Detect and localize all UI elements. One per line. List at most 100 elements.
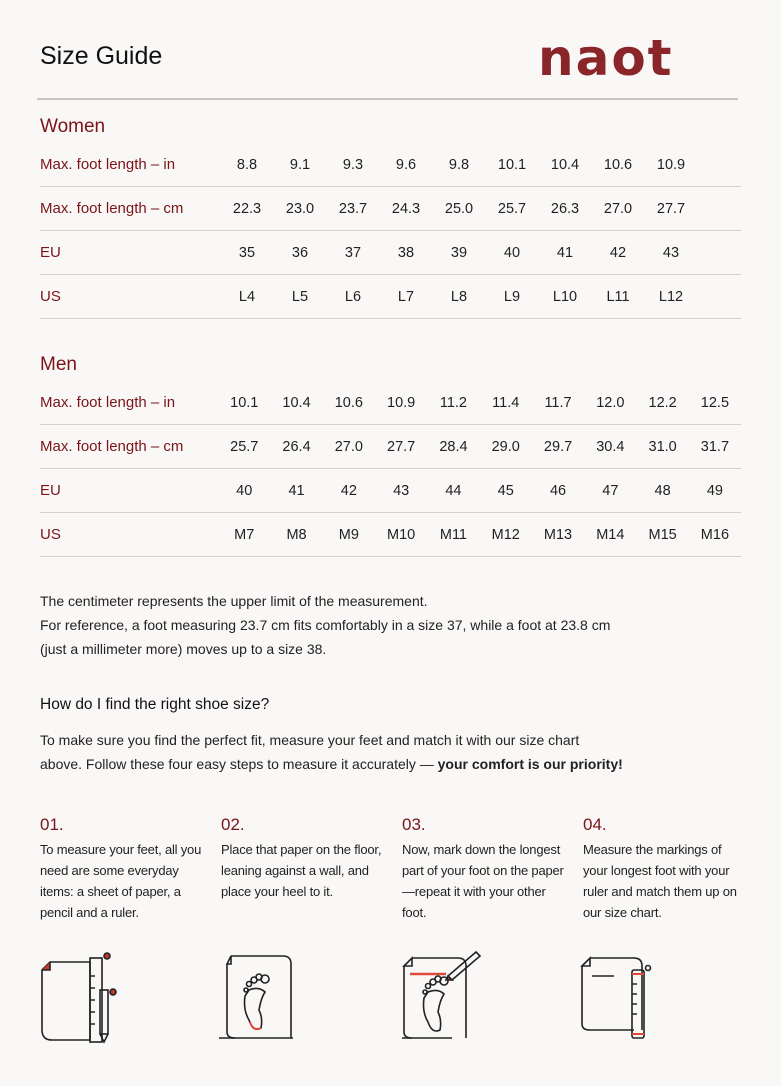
size-cell: 37 (344, 244, 362, 261)
measure-with-ruler-icon (580, 956, 652, 1039)
size-cell: 12.0 (596, 394, 625, 411)
divider (37, 98, 738, 100)
size-cell: M13 (543, 526, 573, 543)
size-cell: 10.4 (282, 394, 311, 411)
size-cell: 27.0 (603, 200, 633, 217)
size-cell: L9 (503, 288, 521, 305)
size-row: Max. foot length – cm 22.3 23.0 23.7 24.3 25.… (40, 187, 741, 231)
size-cell: M14 (596, 526, 625, 543)
intro-line: above. Follow these four easy steps to m… (40, 756, 438, 772)
size-cell: 42 (609, 244, 627, 261)
size-cell: 9.8 (448, 156, 470, 173)
step-text: To measure your feet, all you need are s… (40, 842, 202, 920)
size-cell: 11.7 (544, 394, 572, 411)
size-row: US L4 L5 L6 L7 L8 L9 L10 L11 L12 (40, 275, 741, 319)
size-cell: 9.1 (289, 156, 311, 173)
size-cell: 24.3 (391, 200, 421, 217)
size-cell: 10.9 (387, 394, 416, 411)
how-intro: To make sure you find the perfect fit, m… (40, 728, 623, 776)
size-row: EU 40 41 42 43 44 45 46 47 48 49 (40, 469, 741, 513)
note-line: (just a millimeter more) moves up to a s… (40, 641, 327, 657)
size-cell: 23.7 (338, 200, 368, 217)
size-cell: 10.1 (230, 394, 259, 411)
size-cell: 10.6 (603, 156, 633, 173)
size-cell: 29.0 (491, 438, 520, 455)
size-cell: 48 (654, 482, 671, 499)
size-cell: 10.4 (550, 156, 580, 173)
step-number: 02. (221, 815, 245, 834)
row-label: Max. foot length – in (40, 394, 176, 411)
size-cell: M7 (234, 526, 255, 543)
size-cell: 43 (662, 244, 680, 261)
size-cell: 47 (602, 482, 619, 499)
footprint-on-paper-icon (219, 955, 293, 1039)
mark-foot-length-icon (402, 950, 482, 1039)
intro-line: To make sure you find the perfect fit, m… (40, 732, 580, 748)
row-label: US (40, 288, 61, 305)
size-row: EU 35 36 37 38 39 40 41 42 43 (40, 231, 741, 275)
size-cell: 31.7 (700, 438, 730, 455)
size-cell: 9.3 (342, 156, 364, 173)
row-label: EU (40, 482, 61, 499)
size-cell: L12 (658, 288, 684, 305)
size-cell: 30.4 (596, 438, 625, 455)
size-cell: M12 (491, 526, 520, 543)
intro-emphasis: your comfort is our priority! (437, 756, 623, 772)
size-cell: 23.0 (285, 200, 315, 217)
step-text: Place that paper on the floor, leaning a… (221, 842, 382, 899)
size-cell: 9.6 (395, 156, 417, 173)
page-title: Size Guide (40, 42, 163, 70)
size-cell: 12.2 (648, 394, 677, 411)
note-line: For reference, a foot measuring 23.7 cm … (40, 617, 611, 633)
size-cell: L6 (344, 288, 362, 305)
size-cell: 10.9 (656, 156, 686, 173)
size-cell: 41 (288, 482, 305, 499)
size-cell: 8.8 (236, 156, 258, 173)
size-cell: L11 (606, 288, 630, 305)
size-cell: 25.7 (230, 438, 259, 455)
row-label: Max. foot length – in (40, 156, 176, 173)
step-1: 01. To measure your feet, all you need ar… (40, 815, 210, 923)
size-cell: L7 (397, 288, 415, 305)
size-row: Max. foot length – in 10.1 10.4 10.6 10.9 11.… (40, 381, 741, 425)
size-cell: M10 (387, 526, 416, 543)
size-cell: M11 (439, 526, 467, 543)
measurement-note: The centimeter represents the upper limi… (40, 589, 610, 661)
size-cell: 26.3 (550, 200, 580, 217)
size-cell: 49 (706, 482, 723, 499)
step-4: 04. Measure the markings of your longest … (583, 815, 743, 923)
size-cell: M8 (286, 526, 307, 543)
size-cell: 43 (393, 482, 410, 499)
size-cell: 22.3 (232, 200, 262, 217)
size-cell: M16 (700, 526, 730, 543)
step-number: 03. (402, 815, 426, 834)
size-cell: 28.4 (439, 438, 468, 455)
size-cell: 45 (497, 482, 514, 499)
step-number: 01. (40, 815, 64, 834)
size-cell: 10.6 (334, 394, 363, 411)
size-cell: 44 (445, 482, 462, 499)
size-cell: 27.7 (656, 200, 686, 217)
row-label: Max. foot length – cm (40, 200, 184, 217)
size-cell: 10.1 (497, 156, 527, 173)
size-cell: 36 (291, 244, 309, 261)
size-cell: L8 (450, 288, 468, 305)
size-cell: M15 (648, 526, 677, 543)
how-heading: How do I find the right shoe size? (40, 696, 270, 713)
row-label: Max. foot length – cm (40, 438, 184, 455)
size-cell: 46 (549, 482, 567, 499)
row-label: US (40, 526, 61, 543)
size-cell: 41 (556, 244, 574, 261)
step-2: 02. Place that paper on the floor, leanin… (221, 815, 391, 902)
size-row: Max. foot length – in 8.8 9.1 9.3 9.6 9.8 10.1… (40, 143, 741, 187)
size-cell: 29.7 (543, 438, 573, 455)
size-cell: M9 (338, 526, 359, 543)
size-cell: 39 (450, 244, 468, 261)
size-cell: 40 (236, 482, 253, 499)
men-section-title: Men (40, 354, 77, 375)
size-cell: 40 (503, 244, 521, 261)
row-label: EU (40, 244, 61, 261)
size-cell: L10 (552, 288, 578, 305)
step-3: 03. Now, mark down the longest part of yo… (402, 815, 572, 923)
size-cell: 11.2 (439, 394, 467, 411)
